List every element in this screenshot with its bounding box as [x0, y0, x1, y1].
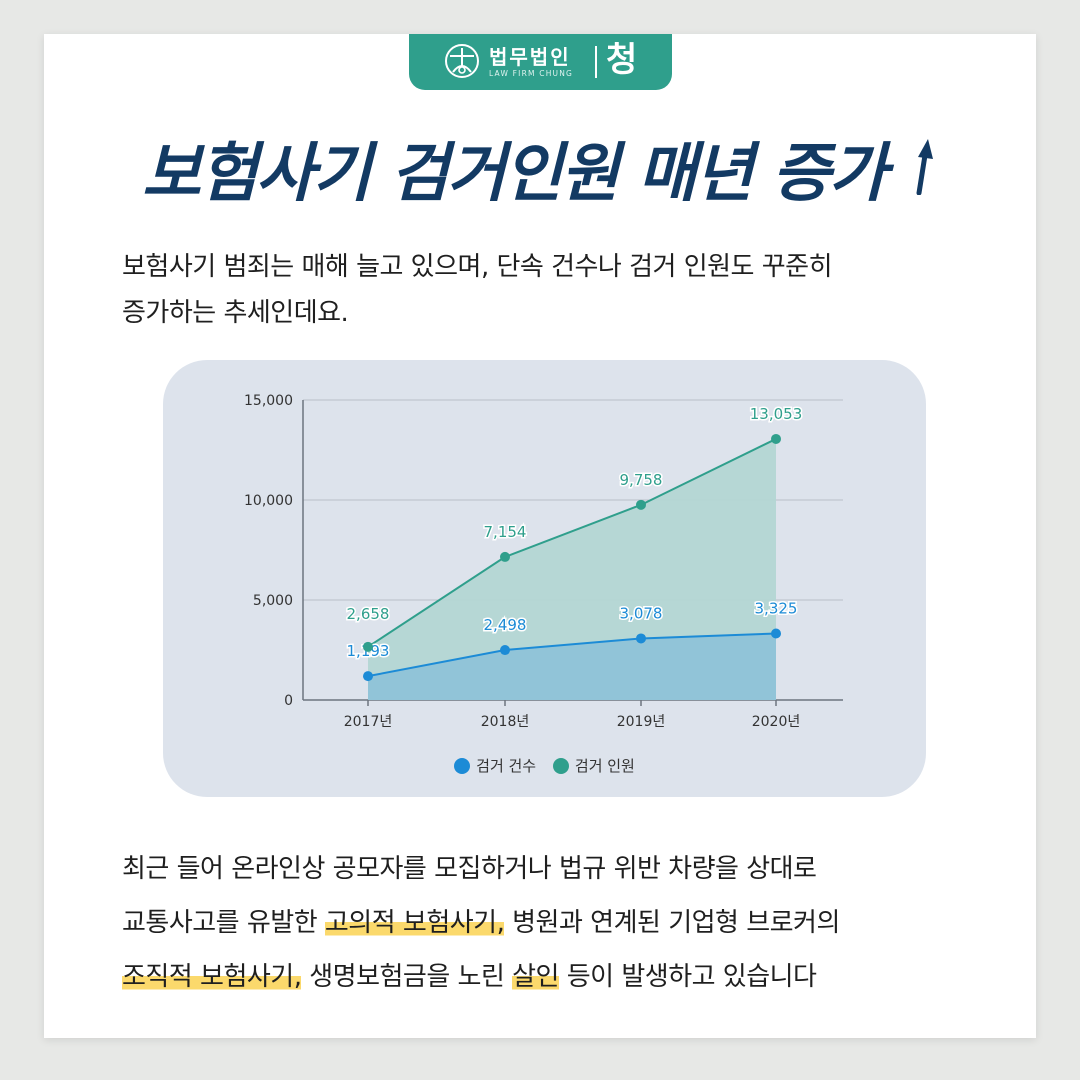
legend-item-cases: 검거 건수	[454, 755, 536, 776]
series-line	[367, 438, 777, 648]
page-title: 보험사기 검거인원 매년 증가	[0, 134, 1080, 214]
x-tick-label: 2019년	[617, 714, 666, 730]
y-tick-label: 10,000	[244, 493, 293, 509]
y-tick-label: 0	[284, 693, 293, 709]
brand-name-en: LAW FIRM CHUNG	[489, 69, 574, 78]
page-title-text: 보험사기 검거인원 매년 증가	[142, 137, 887, 211]
chart-panel: 05,00010,00015,0002017년2018년2019년2020년1,…	[163, 360, 926, 797]
data-point	[771, 433, 781, 444]
data-label: 9,758	[620, 471, 663, 489]
body-paragraph: 최근 들어 온라인상 공모자를 모집하거나 법규 위반 차량을 상대로 교통사고…	[122, 842, 992, 1004]
body-line-1: 최근 들어 온라인상 공모자를 모집하거나 법규 위반 차량을 상대로	[122, 854, 817, 884]
highlight-murder: 살인	[512, 962, 559, 992]
data-label: 2,498	[484, 616, 527, 634]
highlight-intentional-fraud: 고의적 보험사기,	[324, 908, 505, 938]
data-point	[500, 645, 510, 656]
brand-logo: 법무법인 LAW FIRM CHUNG 청	[409, 34, 672, 90]
chart-legend: 검거 건수 검거 인원	[163, 755, 926, 778]
area-chart: 05,00010,00015,0002017년2018년2019년2020년1,…	[244, 393, 843, 730]
y-tick-label: 5,000	[253, 593, 293, 609]
legend-label-people: 검거 인원	[574, 757, 635, 775]
body-line-3: 조직적 보험사기, 생명보험금을 노린 살인 등이 발생하고 있습니다	[122, 950, 992, 1004]
legend-swatch-people	[552, 757, 569, 774]
data-point	[771, 628, 781, 639]
x-tick-label: 2017년	[344, 714, 393, 730]
data-label: 13,053	[750, 405, 803, 423]
data-point	[636, 633, 646, 644]
data-point	[363, 641, 373, 652]
body-line-3-b: 생명보험금을 노린	[301, 962, 513, 992]
y-tick-label: 15,000	[244, 393, 293, 409]
data-label: 2,658	[347, 605, 390, 623]
brand-divider	[595, 46, 597, 78]
legend-swatch-cases	[454, 757, 471, 774]
series-line	[367, 632, 777, 678]
data-point	[636, 499, 646, 510]
legend-label-cases: 검거 건수	[476, 757, 537, 775]
data-label: 3,078	[620, 604, 663, 622]
intro-paragraph: 보험사기 범죄는 매해 늘고 있으며, 단속 건수나 검거 인원도 꾸준히 증가…	[122, 244, 982, 336]
body-line-2-b: 병원과 연계된 기업형 브로커의	[504, 908, 840, 938]
highlight-organized-fraud: 조직적 보험사기,	[122, 962, 302, 992]
data-point	[363, 671, 373, 682]
data-label: 7,154	[484, 523, 527, 541]
intro-line-1: 보험사기 범죄는 매해 늘고 있으며, 단속 건수나 검거 인원도 꾸준히	[122, 252, 833, 282]
body-line-2-a: 교통사고를 유발한	[122, 908, 325, 938]
law-firm-emblem-icon	[445, 44, 479, 78]
legend-item-people: 검거 인원	[552, 755, 635, 776]
data-label: 3,325	[755, 600, 798, 618]
x-tick-label: 2020년	[752, 714, 801, 730]
body-line-3-c: 등이 발생하고 있습니다	[558, 962, 817, 992]
series-area	[368, 633, 776, 700]
up-arrow-icon	[916, 139, 933, 195]
data-point	[500, 551, 510, 562]
body-line-2: 교통사고를 유발한 고의적 보험사기, 병원과 연계된 기업형 브로커의	[122, 896, 992, 950]
brand-name: 법무법인	[489, 45, 571, 69]
series-area	[368, 438, 776, 700]
intro-line-2: 증가하는 추세인데요.	[122, 298, 349, 328]
x-tick-label: 2018년	[481, 714, 530, 730]
brand-mark: 청	[606, 40, 638, 80]
